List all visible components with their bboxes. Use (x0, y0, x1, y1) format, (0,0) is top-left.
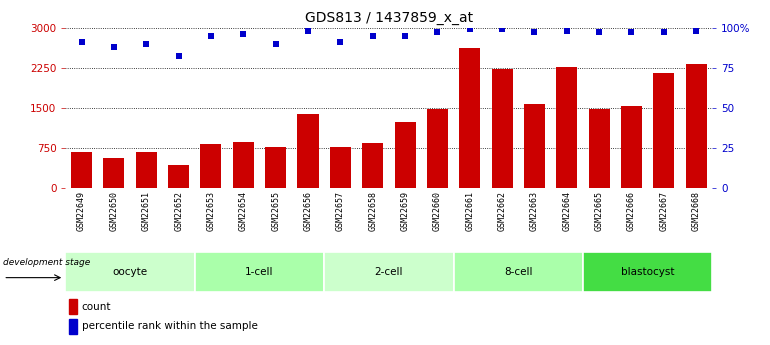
Text: GSM22656: GSM22656 (303, 191, 313, 231)
Text: GSM22650: GSM22650 (109, 191, 119, 231)
Text: GSM22661: GSM22661 (465, 191, 474, 231)
Point (528, 30, 541, 35)
Point (367, 33, 379, 38)
Point (205, 33, 217, 38)
Bar (427, 109, 448, 188)
Text: GSM22668: GSM22668 (691, 191, 701, 231)
Bar (297, 114, 319, 188)
Point (593, 30, 605, 35)
Bar (69, 299, 77, 314)
Text: GSM22657: GSM22657 (336, 191, 345, 231)
Point (237, 31, 249, 37)
Bar (394, 122, 416, 188)
Text: GSM22655: GSM22655 (271, 191, 280, 231)
Bar (685, 64, 707, 188)
Bar (168, 165, 189, 188)
Text: GSM22665: GSM22665 (594, 191, 604, 231)
Bar (588, 109, 610, 188)
Text: GSM22659: GSM22659 (400, 191, 410, 231)
Text: GSM22663: GSM22663 (530, 191, 539, 231)
Text: GSM22654: GSM22654 (239, 191, 248, 231)
Point (561, 28, 573, 33)
Point (108, 44, 120, 50)
Bar (136, 152, 157, 188)
Point (334, 39, 346, 45)
Point (431, 30, 444, 35)
Text: 1-cell: 1-cell (245, 267, 274, 277)
Text: GSM22653: GSM22653 (206, 191, 216, 231)
Text: GSM22667: GSM22667 (659, 191, 668, 231)
Text: blastocyst: blastocyst (621, 267, 675, 277)
Bar (653, 72, 675, 188)
Point (270, 41, 282, 46)
Text: GSM22652: GSM22652 (174, 191, 183, 231)
Bar (459, 48, 480, 188)
Point (690, 28, 702, 33)
Text: GSM22660: GSM22660 (433, 191, 442, 231)
Bar (524, 104, 545, 188)
Bar (69, 319, 77, 334)
Text: percentile rank within the sample: percentile rank within the sample (82, 322, 257, 332)
Text: development stage: development stage (3, 258, 91, 267)
Bar (195, 252, 324, 292)
Point (658, 30, 670, 35)
Bar (583, 252, 712, 292)
Bar (71, 152, 92, 188)
Point (496, 27, 508, 32)
Bar (454, 252, 583, 292)
Bar (362, 143, 383, 188)
Bar (200, 144, 222, 188)
Bar (265, 147, 286, 188)
Text: count: count (82, 302, 111, 312)
Point (75, 39, 88, 45)
Bar (556, 67, 578, 188)
Bar (233, 141, 254, 188)
Point (464, 27, 476, 32)
Point (302, 28, 314, 33)
Bar (103, 158, 125, 188)
Point (172, 54, 185, 59)
Point (625, 30, 638, 35)
Text: GSM22666: GSM22666 (627, 191, 636, 231)
Point (399, 33, 411, 38)
Bar (491, 69, 513, 188)
Text: GSM22651: GSM22651 (142, 191, 151, 231)
Text: 8-cell: 8-cell (504, 267, 533, 277)
Text: GSM22662: GSM22662 (497, 191, 507, 231)
Title: GDS813 / 1437859_x_at: GDS813 / 1437859_x_at (305, 11, 473, 25)
Bar (324, 252, 454, 292)
Point (140, 41, 152, 46)
Text: GSM22664: GSM22664 (562, 191, 571, 231)
Bar (330, 147, 351, 188)
Text: oocyte: oocyte (112, 267, 148, 277)
Bar (65, 252, 195, 292)
Text: 2-cell: 2-cell (374, 267, 403, 277)
Text: GSM22649: GSM22649 (77, 191, 86, 231)
Bar (621, 106, 642, 188)
Text: GSM22658: GSM22658 (368, 191, 377, 231)
